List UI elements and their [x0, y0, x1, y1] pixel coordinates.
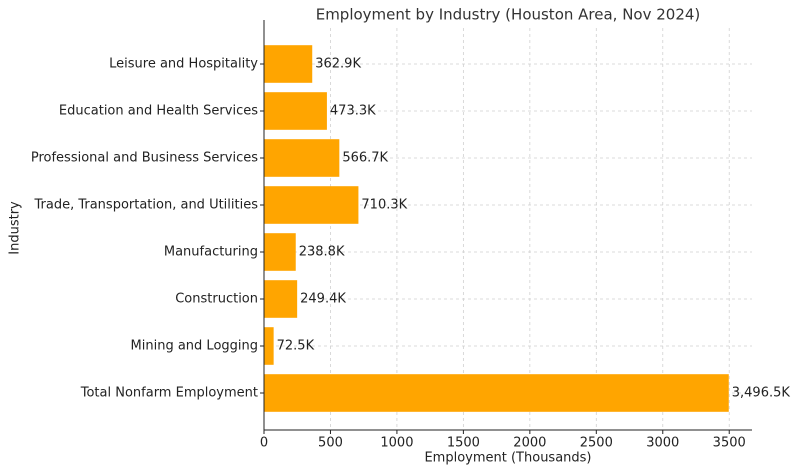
x-tick-label: 2500	[580, 436, 613, 451]
value-label: 710.3K	[361, 198, 407, 213]
value-label: 3,496.5K	[732, 386, 791, 401]
value-label: 362.9K	[315, 57, 361, 72]
y-tick-label: Total Nonfarm Employment	[80, 386, 258, 401]
bar	[264, 327, 274, 365]
value-label: 238.8K	[299, 245, 345, 260]
x-tick-label: 3500	[713, 436, 746, 451]
x-tick-label: 3000	[646, 436, 679, 451]
y-tick-label: Professional and Business Services	[31, 151, 258, 166]
y-tick-label: Construction	[175, 292, 258, 307]
bar	[264, 280, 298, 318]
value-label: 566.7K	[342, 151, 388, 166]
value-label: 72.5K	[277, 339, 315, 354]
y-tick-label: Manufacturing	[164, 245, 258, 260]
bar	[264, 139, 340, 177]
x-axis-title: Employment (Thousands)	[424, 451, 591, 466]
x-tick-label: 500	[318, 436, 343, 451]
bar	[264, 186, 359, 224]
bar	[264, 374, 729, 412]
x-tick-label: 1000	[380, 436, 413, 451]
y-tick-label: Trade, Transportation, and Utilities	[33, 198, 258, 213]
bar	[264, 233, 296, 271]
y-tick-label: Education and Health Services	[59, 104, 258, 119]
x-tick-label: 0	[260, 436, 268, 451]
bar	[264, 92, 327, 130]
x-tick-label: 1500	[447, 436, 480, 451]
value-label: 249.4K	[300, 292, 346, 307]
chart-title: Employment by Industry (Houston Area, No…	[316, 6, 701, 24]
y-tick-label: Leisure and Hospitality	[109, 57, 258, 72]
bar	[264, 45, 313, 83]
value-label: 473.3K	[330, 104, 376, 119]
y-tick-label: Mining and Logging	[131, 339, 258, 354]
y-axis-title: Industry	[8, 201, 23, 255]
x-tick-label: 2000	[513, 436, 546, 451]
